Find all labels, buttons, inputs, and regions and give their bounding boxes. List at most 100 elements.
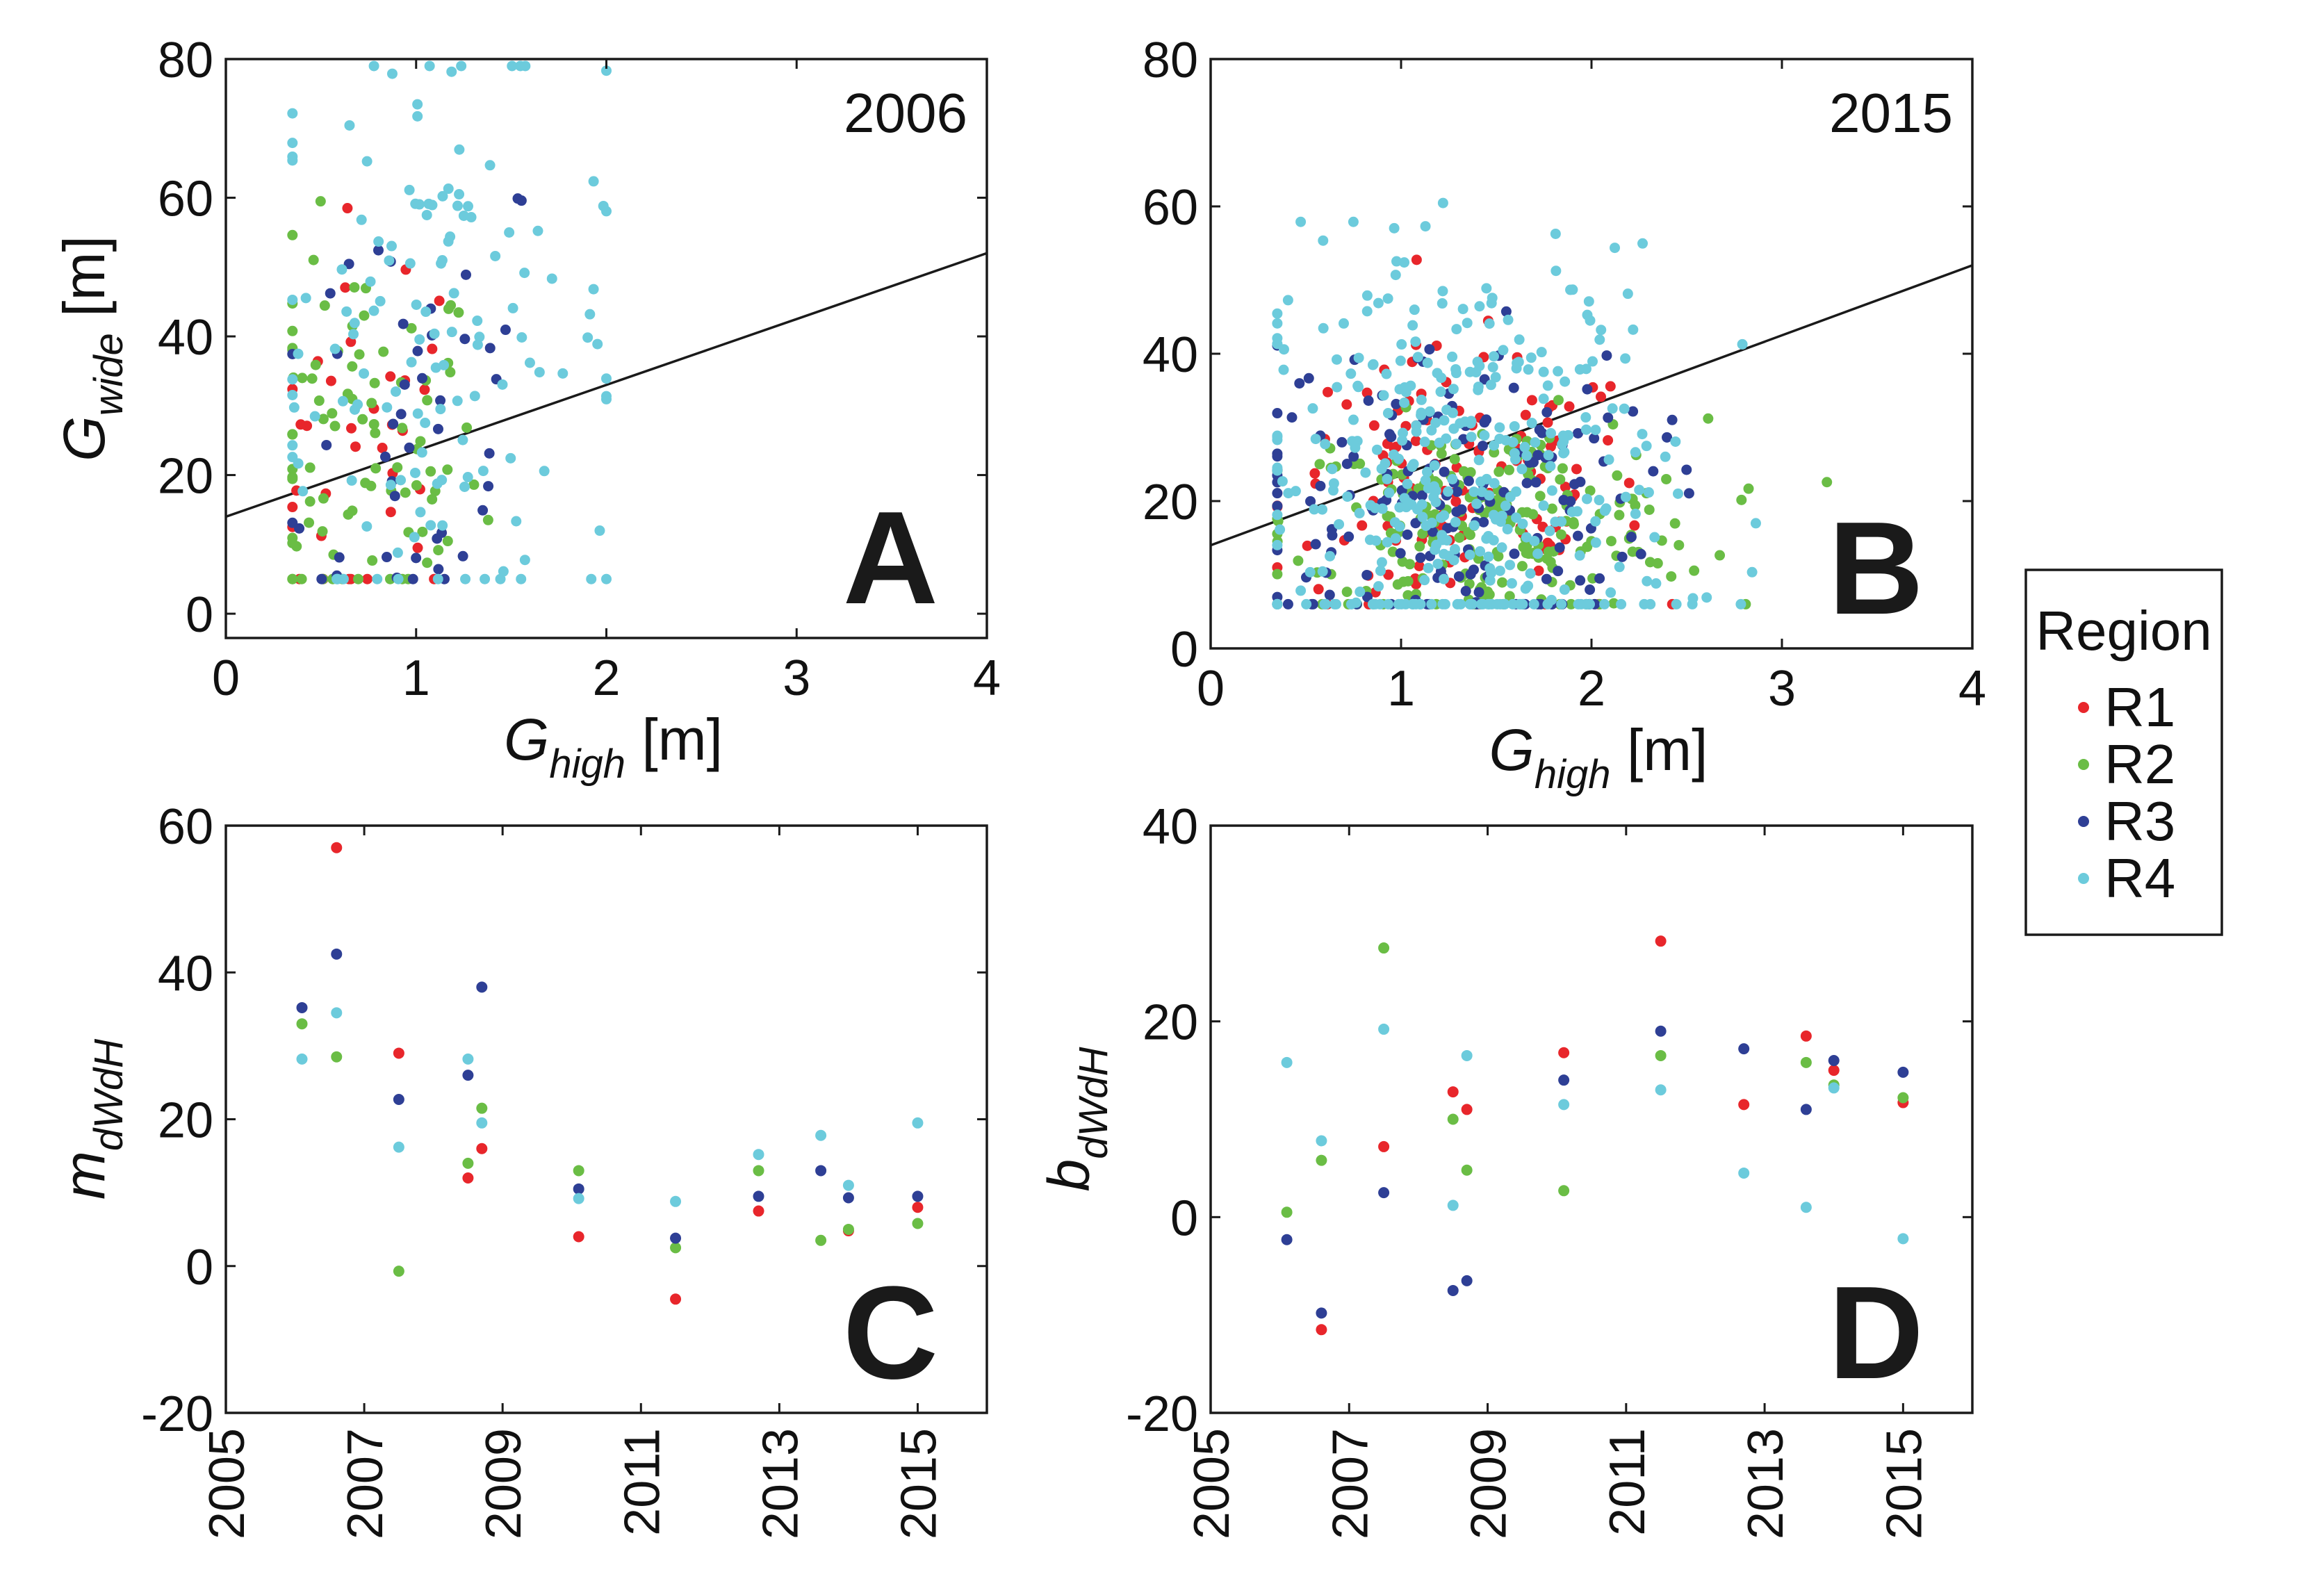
data-point-r4	[1272, 333, 1283, 344]
data-point-r4	[437, 190, 448, 202]
data-point-r2	[1402, 590, 1414, 601]
data-point-r3	[1410, 518, 1421, 529]
data-point-r2	[753, 1165, 764, 1177]
data-point-r2	[317, 526, 328, 537]
data-point-r4	[460, 573, 471, 584]
data-point-r4	[1583, 296, 1594, 307]
data-point-r4	[1573, 598, 1584, 609]
data-point-r4	[524, 357, 535, 368]
data-point-r4	[446, 66, 457, 77]
data-point-r4	[1509, 420, 1520, 432]
data-point-r1	[912, 1202, 924, 1213]
data-point-r1	[1411, 254, 1422, 265]
data-point-r3	[1569, 479, 1580, 490]
data-point-r3	[1473, 587, 1484, 598]
data-point-r4	[1620, 491, 1631, 502]
legend-marker-r3	[2078, 816, 2089, 827]
data-point-r3	[483, 481, 494, 492]
data-point-r3	[1272, 408, 1283, 419]
data-point-r4	[412, 110, 423, 122]
data-point-r4	[1409, 304, 1420, 316]
data-point-r4	[1295, 216, 1307, 227]
data-point-r2	[476, 1102, 488, 1114]
data-point-r4	[1546, 485, 1557, 496]
data-point-r4	[519, 555, 530, 566]
data-point-r3	[399, 379, 410, 390]
data-point-r4	[1382, 473, 1393, 484]
data-point-r4	[1630, 508, 1641, 519]
y-axis-label: bdWdH	[1036, 1047, 1116, 1191]
data-point-r1	[350, 441, 361, 452]
data-point-r3	[432, 423, 443, 434]
data-point-r3	[462, 1070, 474, 1081]
data-point-r4	[1411, 420, 1422, 431]
data-point-r4	[1399, 397, 1410, 408]
data-point-r4	[287, 108, 298, 119]
data-point-r3	[1324, 589, 1335, 600]
data-point-r2	[1703, 413, 1714, 424]
data-point-r3	[1572, 427, 1583, 439]
data-point-r2	[304, 462, 316, 473]
data-point-r4	[462, 472, 473, 483]
data-point-r4	[1407, 320, 1418, 331]
data-point-r4	[1455, 418, 1466, 429]
data-point-r4	[815, 1129, 827, 1141]
data-point-r4	[1301, 598, 1312, 609]
legend-title: Region	[2036, 600, 2212, 662]
data-point-r1	[1410, 435, 1421, 446]
data-point-r2	[815, 1234, 827, 1246]
data-point-r2	[313, 395, 325, 407]
data-point-r4	[1439, 548, 1450, 559]
data-point-r4	[477, 466, 489, 477]
data-point-r4	[287, 440, 298, 451]
data-point-r4	[1614, 562, 1625, 573]
data-point-r4	[1272, 598, 1283, 609]
data-point-r4	[457, 434, 468, 445]
data-point-r1	[1313, 584, 1324, 595]
data-point-r4	[532, 225, 543, 236]
data-point-r4	[416, 447, 427, 458]
data-point-r4	[1334, 518, 1345, 530]
x-tick-label: 4	[973, 650, 1001, 706]
data-point-r3	[842, 1192, 854, 1204]
data-point-r3	[1537, 427, 1548, 439]
data-point-r4	[1545, 461, 1556, 472]
data-point-r4	[1582, 309, 1593, 320]
data-point-r4	[287, 138, 298, 149]
year-label: 2015	[1829, 82, 1953, 144]
data-point-r3	[1897, 1066, 1909, 1078]
data-point-r4	[462, 1053, 474, 1065]
data-point-r4	[1620, 353, 1631, 364]
data-point-r4	[1355, 587, 1366, 598]
data-point-r2	[1497, 577, 1508, 588]
x-tick-label: 2009	[1462, 1428, 1517, 1539]
data-point-r4	[1476, 486, 1487, 498]
data-point-r3	[1463, 475, 1474, 486]
data-point-r4	[519, 268, 530, 279]
legend-label-r1: R1	[2104, 676, 2175, 738]
data-point-r4	[1505, 559, 1516, 571]
data-point-r1	[1357, 520, 1368, 531]
data-point-r1	[1368, 420, 1380, 431]
data-point-r1	[476, 1143, 488, 1154]
legend-label-r2: R2	[2104, 733, 2175, 795]
data-point-r3	[457, 550, 468, 562]
data-point-r4	[463, 201, 474, 212]
data-point-r4	[1462, 318, 1473, 329]
data-point-r4	[1278, 344, 1289, 355]
data-point-r4	[1505, 491, 1516, 502]
data-point-r3	[670, 1232, 682, 1244]
data-point-r4	[337, 395, 348, 407]
data-point-r4	[393, 1141, 404, 1153]
data-point-r4	[1307, 403, 1318, 414]
panel-letter: D	[1828, 1259, 1924, 1407]
x-tick-label: 2011	[614, 1428, 670, 1536]
data-point-r2	[425, 466, 436, 477]
data-point-r3	[389, 491, 400, 502]
data-point-r1	[419, 384, 430, 395]
data-point-r3	[476, 981, 488, 993]
data-point-r4	[1417, 511, 1428, 523]
y-tick-label: -20	[1126, 1386, 1198, 1442]
data-point-r4	[1487, 361, 1498, 373]
data-point-r4	[1447, 474, 1458, 485]
